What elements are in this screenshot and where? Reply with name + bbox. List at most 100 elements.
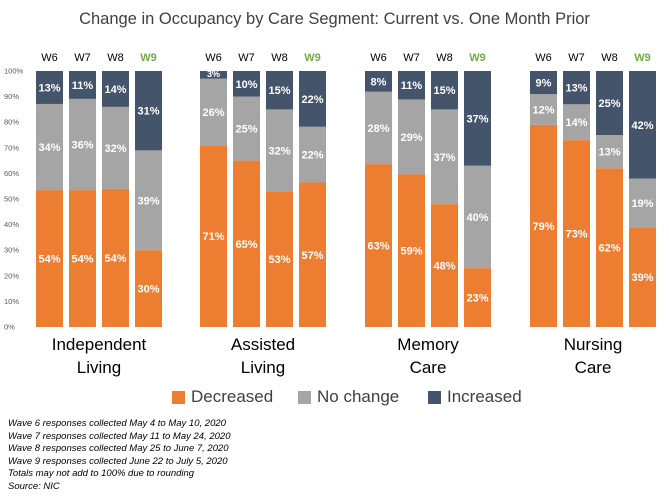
bar-segment-no-change xyxy=(629,178,656,228)
legend-swatch-increased xyxy=(428,390,441,404)
data-label: 62% xyxy=(598,243,620,255)
legend-swatch-no-change xyxy=(298,390,311,404)
wave-label: W6 xyxy=(205,52,222,64)
data-label: 63% xyxy=(367,241,389,253)
y-tick-label: 80% xyxy=(4,118,19,127)
y-tick-label: 40% xyxy=(4,220,19,229)
bar-segment-increased xyxy=(233,71,260,97)
bar-segment-decreased xyxy=(266,191,293,327)
data-label: 13% xyxy=(565,83,587,95)
y-tick-label: 30% xyxy=(4,246,19,255)
data-label: 13% xyxy=(38,82,60,94)
footnote: Wave 9 responses collected June 22 to Ju… xyxy=(8,455,228,467)
data-label: 57% xyxy=(301,250,323,262)
bar-segment-increased xyxy=(629,71,656,179)
y-tick-label: 10% xyxy=(4,297,19,306)
data-label: 54% xyxy=(38,254,60,266)
bar-segment-no-change xyxy=(200,78,227,146)
wave-label: W9 xyxy=(304,52,321,64)
data-label: 10% xyxy=(235,79,257,91)
bar-segment-no-change xyxy=(365,91,392,165)
y-tick-label: 100% xyxy=(4,67,24,76)
legend-swatch-decreased xyxy=(172,390,185,404)
bar-segment-decreased xyxy=(102,188,129,327)
bar-segment-no-change xyxy=(563,104,590,141)
data-label: 59% xyxy=(400,246,422,258)
data-label: 29% xyxy=(400,132,422,144)
bar-segment-increased xyxy=(266,71,293,110)
y-tick-label: 90% xyxy=(4,92,19,101)
footnote: Totals may not add to 100% due to roundi… xyxy=(8,468,195,480)
bar-segment-decreased xyxy=(563,140,590,327)
data-label: 30% xyxy=(137,284,159,296)
wave-label: W9 xyxy=(469,52,486,64)
data-label: 36% xyxy=(71,140,93,152)
bar-segment-no-change xyxy=(69,98,96,191)
bar-segment-increased xyxy=(464,71,491,166)
legend-item-increased: Increased xyxy=(428,387,522,407)
data-label: 37% xyxy=(466,113,488,125)
bar-segment-increased xyxy=(102,71,129,107)
data-label: 42% xyxy=(631,120,653,132)
bar-segment-increased xyxy=(299,71,326,127)
data-label: 23% xyxy=(466,293,488,305)
y-tick-label: 50% xyxy=(4,195,19,204)
bar-segment-no-change xyxy=(398,99,425,175)
bar-segment-decreased xyxy=(431,204,458,327)
data-label: 8% xyxy=(371,76,387,88)
data-label: 14% xyxy=(565,117,587,129)
footnote: Wave 8 responses collected May 25 to Jun… xyxy=(8,443,229,455)
footnote: Wave 6 responses collected May 4 to May … xyxy=(8,418,226,429)
wave-label: W8 xyxy=(107,52,124,64)
bar-segment-decreased xyxy=(200,145,227,327)
bar-segment-decreased xyxy=(36,190,63,327)
data-label: 11% xyxy=(401,80,423,92)
bar-segment-increased xyxy=(135,71,162,151)
bar-segment-increased xyxy=(36,71,63,104)
legend-label-decreased: Decreased xyxy=(191,387,274,406)
bar-segment-decreased xyxy=(464,268,491,327)
data-label: 54% xyxy=(71,254,93,266)
data-label: 65% xyxy=(235,239,257,251)
category-label: Memory xyxy=(397,335,459,354)
category-label: Care xyxy=(575,358,612,377)
wave-label: W7 xyxy=(238,52,255,64)
footnotes: Wave 6 responses collected May 4 to May … xyxy=(8,418,231,494)
bar-segment-decreased xyxy=(530,124,557,327)
footnote: Wave 7 responses collected May 11 to May… xyxy=(8,430,231,442)
bar-segment-increased xyxy=(398,71,425,100)
data-label: 14% xyxy=(104,84,126,96)
data-label: 73% xyxy=(565,229,587,241)
wave-label: W8 xyxy=(601,52,618,64)
bar-segment-decreased xyxy=(398,174,425,327)
data-label: 79% xyxy=(532,221,554,233)
bar-segment-decreased xyxy=(135,250,162,327)
legend-item-decreased: Decreased xyxy=(172,387,273,407)
chart-legend: Decreased No change Increased xyxy=(0,387,669,409)
data-label: 26% xyxy=(202,107,224,119)
data-label: 22% xyxy=(301,94,323,106)
wave-label: W7 xyxy=(568,52,585,64)
data-label: 39% xyxy=(137,195,159,207)
data-label: 37% xyxy=(433,152,455,164)
wave-label: W6 xyxy=(370,52,387,64)
bar-segment-no-change xyxy=(36,103,63,191)
data-label: 13% xyxy=(598,147,620,159)
wave-label: W6 xyxy=(535,52,552,64)
y-tick-label: 70% xyxy=(4,143,19,152)
bar-segment-increased xyxy=(431,71,458,110)
bar-segment-increased xyxy=(563,71,590,105)
footnote: Source: NIC xyxy=(8,480,60,492)
data-label: 54% xyxy=(104,253,126,265)
bar-segment-no-change xyxy=(530,94,557,125)
wave-label: W8 xyxy=(271,52,288,64)
data-label: 22% xyxy=(301,150,323,162)
wave-label: W9 xyxy=(140,52,157,64)
category-label: Independent xyxy=(52,335,147,354)
data-label: 32% xyxy=(268,145,290,157)
bar-segment-no-change xyxy=(596,135,623,169)
data-label: 19% xyxy=(631,198,653,210)
data-label: 53% xyxy=(268,254,290,266)
data-label: 15% xyxy=(433,85,455,97)
data-label: 34% xyxy=(38,142,60,154)
